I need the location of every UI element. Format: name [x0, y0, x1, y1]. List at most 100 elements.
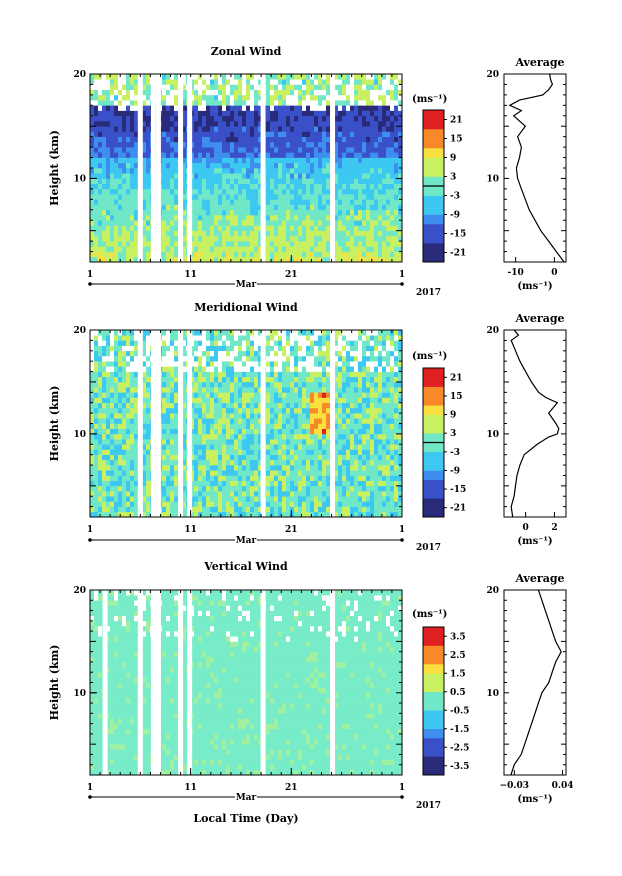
average-frame	[503, 329, 567, 518]
colorbar-tick-label: -2.5	[450, 743, 469, 753]
data-gap	[150, 590, 156, 775]
colorbar-tick-label: -21	[450, 504, 466, 514]
colorbar-tick-label: 21	[450, 373, 463, 383]
year-label: 2017	[416, 543, 441, 553]
panel-title: Meridional Wind	[194, 301, 298, 314]
panel-title: Zonal Wind	[211, 45, 282, 58]
heatmap-field	[90, 74, 403, 263]
data-gap	[137, 330, 143, 517]
average-x-tick-label: 0	[522, 523, 528, 533]
colorbar-tick-label: 0.5	[450, 688, 466, 698]
colorbar-tick-label: -21	[450, 249, 466, 259]
colorbar-unit: (ms⁻¹)	[412, 351, 447, 362]
average-y-tick-label: 10	[486, 430, 499, 440]
average-x-tick-label: −0.03	[500, 781, 529, 791]
y-tick-label: 10	[73, 174, 86, 184]
average-frame	[503, 73, 567, 263]
x-tick-label: 1	[87, 525, 93, 535]
colorbar-tick-label: -9	[450, 211, 460, 221]
colorbar-tick-label: 9	[450, 154, 456, 164]
colorbar-tick-label: 3	[450, 429, 456, 439]
average-y-tick-label: 10	[486, 689, 499, 699]
colorbar: 21 15 9 3 -3 -9 -15 -21	[422, 367, 466, 518]
month-label: Mar	[236, 280, 257, 290]
x-tick-label: 21	[285, 270, 298, 280]
y-axis-label: Height (km)	[48, 130, 61, 206]
colorbar-unit: (ms⁻¹)	[412, 609, 447, 620]
average-y-tick-label: 10	[486, 174, 499, 184]
average-unit: (ms⁻¹)	[517, 794, 552, 805]
x-tick-label: 1	[87, 783, 93, 793]
colorbar-tick-label: -1.5	[450, 725, 469, 735]
average-panel: Average 10 20 0 2 (ms⁻¹)	[486, 312, 567, 547]
y-axis-label: Height (km)	[48, 386, 61, 462]
data-gap	[187, 330, 193, 517]
colorbar-tick-label: -0.5	[450, 706, 469, 716]
data-gap	[260, 330, 266, 517]
y-tick-label: 20	[73, 70, 86, 80]
heatmap-field	[90, 590, 403, 776]
x-tick-label: 1	[399, 270, 405, 280]
average-x-tick-label: 0	[551, 268, 557, 278]
x-tick-label: 1	[87, 270, 93, 280]
data-gap	[330, 330, 336, 517]
colorbar-unit: (ms⁻¹)	[412, 94, 447, 105]
x-tick-label: 21	[285, 525, 298, 535]
data-gap	[137, 590, 143, 775]
data-gap	[137, 74, 143, 262]
colorbar-tick-label: 2.5	[450, 651, 466, 661]
data-gap	[187, 74, 193, 262]
colorbar-tick-label: 3	[450, 173, 456, 183]
y-tick-label: 10	[73, 430, 86, 440]
heatmap-field	[90, 330, 403, 518]
year-label: 2017	[416, 801, 441, 811]
data-gap	[330, 74, 336, 262]
average-profile-line	[510, 589, 562, 776]
average-x-tick-label: 0.04	[552, 781, 574, 791]
average-y-tick-label: 20	[486, 326, 499, 336]
data-gap	[178, 74, 184, 262]
data-gap	[155, 330, 161, 517]
data-gap	[102, 590, 108, 775]
colorbar-tick-label: 21	[450, 116, 463, 126]
average-x-tick-label: 2	[551, 523, 557, 533]
panel-title: Vertical Wind	[203, 560, 288, 573]
data-gap	[260, 590, 266, 775]
x-tick-label: 11	[184, 783, 197, 793]
average-frame	[503, 589, 567, 776]
x-tick-label: 1	[399, 525, 405, 535]
data-gap	[330, 590, 336, 775]
colorbar-tick-label: 15	[450, 392, 463, 402]
colorbar-tick-label: -9	[450, 466, 460, 476]
average-x-tick-label: -10	[507, 268, 523, 278]
colorbar-tick-label: -3	[450, 192, 460, 202]
average-panel: Average 10 20 −0.03 0.04(ms⁻¹)	[486, 572, 573, 805]
colorbar-tick-label: -15	[450, 485, 466, 495]
average-profile-line	[508, 73, 565, 263]
data-gap	[155, 74, 161, 262]
average-title: Average	[514, 572, 564, 585]
colorbar-tick-label: 1.5	[450, 669, 466, 679]
month-label: Mar	[236, 793, 257, 803]
average-unit: (ms⁻¹)	[517, 536, 552, 547]
colorbar-tick-label: 9	[450, 411, 456, 421]
x-tick-label: 11	[184, 525, 197, 535]
average-title: Average	[514, 312, 564, 325]
y-tick-label: 20	[73, 326, 86, 336]
x-axis-label: Local Time (Day)	[193, 812, 298, 825]
year-label: 2017	[416, 288, 441, 298]
colorbar-tick-label: 15	[450, 135, 463, 145]
y-axis-label: Height (km)	[48, 645, 61, 721]
colorbar-tick-label: -3	[450, 448, 460, 458]
colorbar: 3.5 2.5 1.5 0.5 -0.5 -1.5 -2.5 -3.5	[422, 626, 469, 776]
colorbar-tick-label: -15	[450, 230, 466, 240]
x-tick-label: 11	[184, 270, 197, 280]
data-gap	[187, 590, 193, 775]
y-tick-label: 10	[73, 689, 86, 699]
average-y-tick-label: 20	[486, 70, 499, 80]
data-gap	[150, 74, 156, 262]
average-y-tick-label: 20	[486, 586, 499, 596]
month-label: Mar	[236, 536, 257, 546]
